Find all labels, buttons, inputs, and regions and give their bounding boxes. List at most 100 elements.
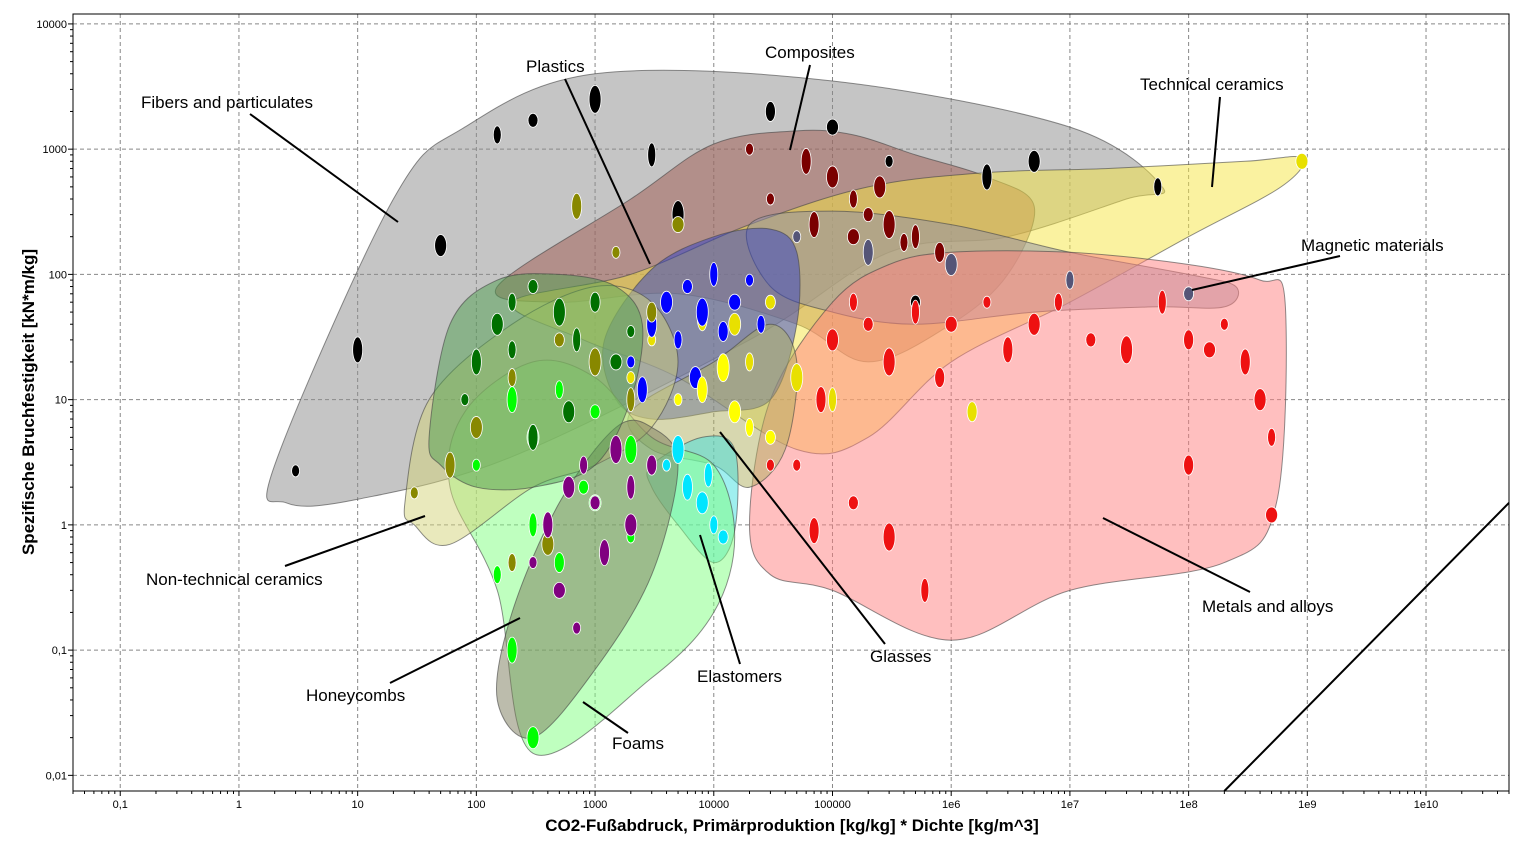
point-technical-ceramics <box>728 312 742 336</box>
point-fibers-and-particulates <box>884 154 894 168</box>
point-non-technical-ceramics <box>469 416 483 439</box>
x-tick-label: 1e10 <box>1414 799 1438 811</box>
x-tick-label: 1 <box>236 799 242 811</box>
point-technical-ceramics <box>745 352 754 372</box>
point-honeycombs <box>609 435 623 464</box>
point-composites <box>882 210 896 239</box>
point-magnetic-materials <box>792 230 802 244</box>
point-honeycombs <box>552 581 566 599</box>
point-fibers-and-particulates <box>434 234 448 257</box>
point-fibers-and-particulates <box>492 125 502 145</box>
y-tick-label: 1 <box>61 520 67 532</box>
point-plastics <box>636 376 648 404</box>
point-honeycombs <box>528 556 538 569</box>
y-tick-label: 0,1 <box>52 645 67 657</box>
point-foams <box>506 636 518 664</box>
y-tick-label: 1000 <box>43 144 67 156</box>
point-non-technical-ceramics <box>611 245 621 259</box>
y-axis-label: Spezifische Bruchfestigkeit [kN*m/kg] <box>19 249 38 555</box>
point-elastomers <box>703 462 713 488</box>
point-technical-ceramics <box>1295 152 1309 170</box>
x-axis-ticks: 0,1 1 10 100 1000 10000 100000 1e6 1e7 1e8 1e9 1e10 <box>72 791 1510 811</box>
point-metals-and-alloys <box>1239 348 1251 376</box>
point-elastomers <box>671 435 685 464</box>
x-tick-label: 1e8 <box>1179 799 1197 811</box>
point-metals-and-alloys <box>934 367 946 388</box>
point-elastomers <box>695 491 709 515</box>
point-composites <box>766 192 775 206</box>
point-glasses <box>716 353 730 383</box>
point-composites <box>745 142 754 156</box>
point-composites <box>846 228 860 246</box>
point-composites <box>800 147 812 175</box>
point-foams <box>506 386 518 414</box>
point-non-technical-ceramics <box>507 553 517 572</box>
point-natural-materials <box>572 327 582 353</box>
point-natural-materials <box>470 348 482 376</box>
point-fibers-and-particulates <box>527 112 539 128</box>
point-non-technical-ceramics <box>409 486 419 500</box>
point-metals-and-alloys <box>882 347 896 377</box>
point-fibers-and-particulates <box>291 464 300 478</box>
reference-line-group <box>1223 502 1510 792</box>
point-technical-ceramics <box>828 387 837 413</box>
point-metals-and-alloys <box>766 458 775 472</box>
point-glasses <box>745 418 754 437</box>
annotation-metals-and-alloys: Metals and alloys <box>1202 597 1333 616</box>
point-metals-and-alloys <box>808 517 820 545</box>
point-elastomers <box>717 529 729 545</box>
point-honeycombs <box>579 455 588 475</box>
point-foams <box>578 479 589 495</box>
point-honeycombs <box>562 475 576 499</box>
point-non-technical-ceramics <box>588 347 602 377</box>
point-foams <box>554 380 564 400</box>
x-tick-label: 1e9 <box>1298 799 1316 811</box>
point-foams <box>589 404 601 420</box>
point-technical-ceramics <box>765 294 776 310</box>
point-metals-and-alloys <box>1157 289 1167 315</box>
point-metals-and-alloys <box>1120 335 1133 365</box>
x-tick-label: 1000 <box>583 799 607 811</box>
point-metals-and-alloys <box>1203 341 1216 359</box>
point-metals-and-alloys <box>1253 388 1267 412</box>
point-natural-materials <box>589 291 601 313</box>
point-magnetic-materials <box>944 253 958 276</box>
point-elastomers <box>682 473 693 501</box>
point-non-technical-ceramics <box>646 301 658 323</box>
leader-lines <box>249 64 1341 734</box>
x-tick-label: 1e7 <box>1061 799 1079 811</box>
point-plastics <box>673 330 683 350</box>
point-composites <box>873 175 887 199</box>
point-metals-and-alloys <box>1002 336 1014 364</box>
point-elastomers <box>709 515 719 535</box>
annotation-elastomers: Elastomers <box>697 667 782 686</box>
point-metals-and-alloys <box>882 522 896 552</box>
point-honeycombs <box>572 621 582 635</box>
point-composites <box>808 211 820 238</box>
annotation-magnetic-materials: Magnetic materials <box>1301 236 1444 255</box>
point-magnetic-materials <box>1183 286 1195 302</box>
annotation-honeycombs: Honeycombs <box>306 686 405 705</box>
point-non-technical-ceramics <box>626 387 636 413</box>
annotation-non-technical-ceramics: Non-technical ceramics <box>146 570 323 589</box>
point-foams <box>528 512 538 538</box>
point-non-technical-ceramics <box>571 192 583 220</box>
y-tick-label: 10 <box>55 395 67 407</box>
point-metals-and-alloys <box>792 458 802 472</box>
envelope-natural-materials <box>428 273 644 491</box>
y-tick-label: 0,01 <box>46 770 67 782</box>
point-composites <box>862 207 874 223</box>
point-honeycombs <box>542 511 554 539</box>
point-metals-and-alloys <box>1219 317 1229 331</box>
point-natural-materials <box>609 353 623 371</box>
point-plastics <box>709 261 719 287</box>
point-composites <box>848 189 858 209</box>
x-tick-label: 100000 <box>814 799 851 811</box>
annotation-glasses: Glasses <box>870 647 931 666</box>
point-natural-materials <box>507 292 517 312</box>
point-natural-materials <box>507 340 517 360</box>
point-metals-and-alloys <box>847 495 859 511</box>
point-plastics <box>682 279 693 294</box>
point-foams <box>553 552 565 573</box>
point-honeycombs <box>589 495 601 511</box>
